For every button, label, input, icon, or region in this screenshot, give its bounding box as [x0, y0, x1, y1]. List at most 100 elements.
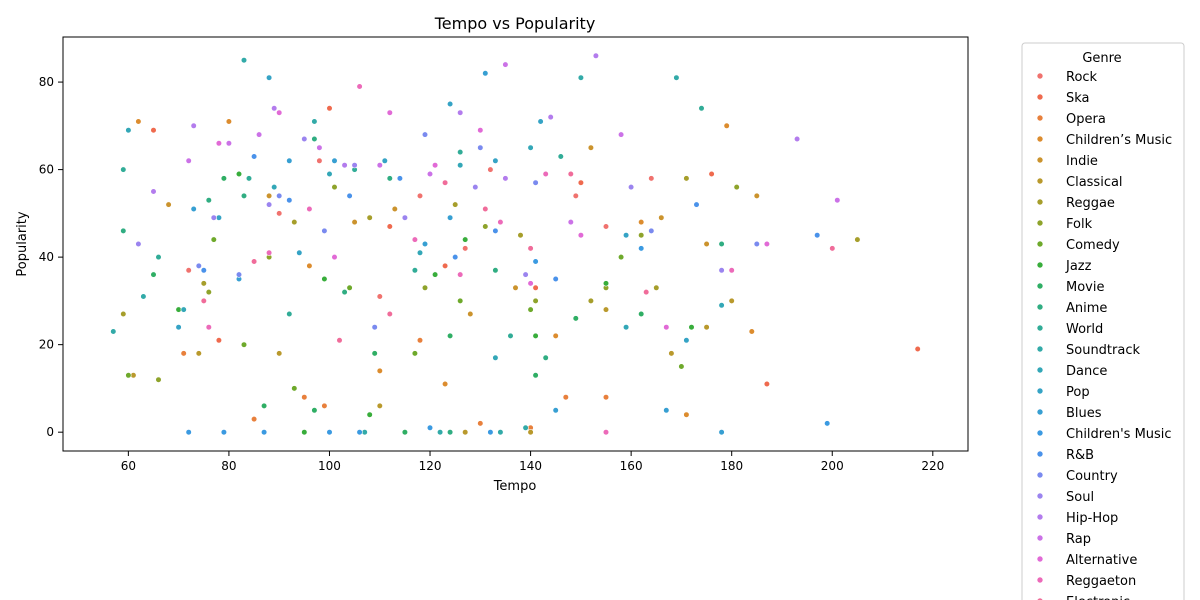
scatter-point — [557, 153, 564, 160]
scatter-point — [602, 280, 610, 287]
legend-label: Reggaeton — [1066, 574, 1136, 589]
y-tick-label: 60 — [39, 163, 54, 177]
scatter-point — [386, 175, 393, 182]
scatter-point — [240, 341, 248, 348]
scatter-point — [286, 197, 293, 204]
scatter-point — [321, 402, 328, 410]
scatter-point — [301, 394, 308, 401]
legend-marker — [1036, 156, 1044, 164]
legend-marker — [1036, 93, 1044, 101]
scatter-point — [552, 275, 559, 283]
legend-label: Electronic — [1066, 595, 1130, 600]
scatter-point — [602, 394, 610, 401]
scatter-point — [396, 175, 404, 182]
scatter-point — [567, 219, 574, 226]
scatter-point — [326, 170, 333, 178]
legend-marker — [1036, 261, 1044, 269]
scatter-point — [462, 236, 469, 243]
scatter-point — [622, 324, 630, 331]
scatter-point — [452, 254, 459, 261]
legend-label: Soundtrack — [1066, 343, 1140, 358]
scatter-point — [718, 302, 725, 309]
scatter-point — [432, 271, 439, 278]
legend-label: Reggae — [1066, 196, 1115, 211]
scatter-point — [527, 280, 534, 287]
scatter-point — [587, 144, 595, 151]
scatter-point — [190, 122, 197, 129]
scatter-point — [663, 324, 670, 331]
scatter-point — [366, 214, 373, 221]
scatter-point — [251, 258, 258, 265]
scatter-point — [517, 232, 524, 239]
scatter-point — [311, 407, 318, 414]
scatter-point — [592, 52, 600, 59]
scatter-point — [457, 149, 464, 156]
scatter-point — [261, 429, 268, 436]
scatter-point — [175, 324, 182, 331]
scatter-point — [577, 232, 585, 239]
y-axis-label: Popularity — [15, 211, 30, 276]
legend-label: Hip-Hop — [1066, 511, 1118, 526]
scatter-point — [492, 354, 499, 361]
legend-marker — [1036, 408, 1044, 416]
scatter-point — [150, 127, 157, 134]
scatter-point — [562, 394, 569, 401]
scatter-point — [753, 192, 760, 199]
scatter-point — [537, 118, 544, 125]
scatter-point — [442, 380, 449, 388]
scatter-point — [225, 140, 232, 147]
scatter-point — [421, 240, 429, 248]
scatter-point — [643, 289, 650, 296]
scatter-point — [467, 310, 474, 318]
scatter-point — [432, 162, 439, 169]
scatter-point — [457, 109, 464, 116]
scatter-point — [522, 424, 529, 431]
legend-marker — [1036, 576, 1044, 584]
scatter-point — [602, 429, 610, 436]
scatter-point — [497, 429, 504, 436]
scatter-point — [301, 135, 308, 143]
scatter-point — [140, 293, 147, 300]
scatter-point — [426, 170, 434, 178]
scatter-point — [225, 118, 232, 125]
scatter-point — [185, 429, 192, 436]
scatter-point — [602, 306, 610, 313]
scatter-point — [135, 118, 142, 125]
scatter-point — [683, 337, 690, 344]
scatter-point — [547, 113, 554, 121]
scatter-point — [316, 157, 323, 164]
scatter-point — [638, 310, 645, 318]
scatter-point — [276, 192, 283, 199]
legend: Genre Rock Ska Opera Children’s Music Indie C… — [1021, 42, 1185, 600]
scatter-point — [276, 350, 283, 357]
scatter-point — [386, 310, 393, 318]
scatter-point — [824, 420, 831, 427]
legend-marker — [1036, 555, 1044, 563]
scatter-point — [180, 306, 187, 313]
scatter-point — [326, 105, 333, 112]
scatter-point — [663, 407, 670, 414]
legend-label: Indie — [1066, 154, 1098, 169]
scatter-point — [351, 219, 358, 226]
scatter-point — [532, 284, 539, 291]
scatter-point — [834, 197, 841, 204]
legend-label: Children’s Music — [1066, 133, 1172, 148]
x-tick-label: 180 — [720, 459, 743, 473]
scatter-point — [502, 61, 509, 68]
y-tick-label: 20 — [39, 338, 54, 352]
scatter-point — [673, 74, 680, 81]
scatter-point — [356, 429, 363, 436]
scatter-point — [215, 140, 222, 147]
scatter-point — [235, 271, 243, 278]
scatter-point — [256, 131, 263, 138]
legend-marker — [1036, 114, 1044, 122]
scatter-point — [462, 429, 469, 436]
legend-label: Movie — [1066, 280, 1104, 295]
scatter-point — [346, 284, 353, 291]
scatter-point — [200, 280, 207, 287]
scatter-point — [416, 249, 424, 256]
scatter-point — [572, 192, 579, 199]
scatter-point — [447, 214, 454, 221]
scatter-point — [688, 324, 695, 331]
